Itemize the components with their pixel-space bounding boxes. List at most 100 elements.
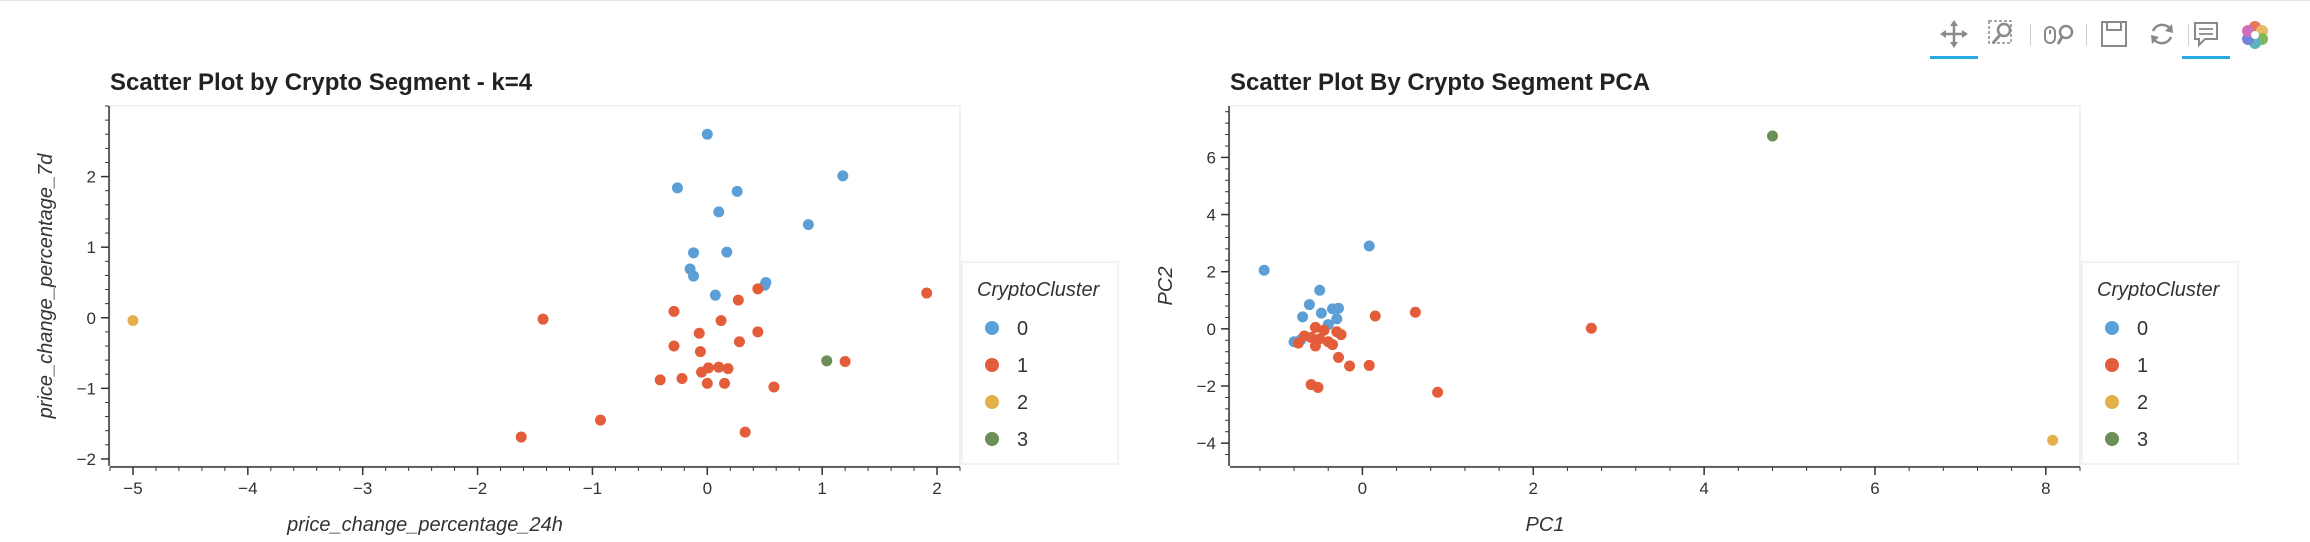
scatter-point-cluster-1[interactable] bbox=[1335, 329, 1347, 341]
scatter-point-cluster-1[interactable] bbox=[713, 361, 725, 373]
x-tick-label: 1 bbox=[817, 479, 826, 498]
scatter-point-cluster-1[interactable] bbox=[768, 381, 780, 393]
x-tick-label: 8 bbox=[2041, 479, 2050, 498]
hover-tool[interactable] bbox=[2182, 12, 2230, 59]
scatter-point-cluster-1[interactable] bbox=[537, 313, 549, 325]
scatter-point-cluster-0[interactable] bbox=[1297, 311, 1309, 323]
scatter-point-cluster-0[interactable] bbox=[671, 182, 683, 194]
legend-swatch bbox=[2105, 395, 2119, 409]
wheel-zoom-tool[interactable] bbox=[2034, 12, 2082, 56]
scatter-point-cluster-0[interactable] bbox=[802, 219, 814, 231]
scatter-point-cluster-3[interactable] bbox=[1766, 130, 1778, 142]
scatter-point-cluster-1[interactable] bbox=[515, 431, 527, 443]
x-tick-label: 0 bbox=[703, 479, 712, 498]
box-zoom-tool[interactable] bbox=[1978, 12, 2026, 56]
scatter-point-cluster-0[interactable] bbox=[1332, 302, 1344, 314]
scatter-point-cluster-0[interactable] bbox=[1258, 264, 1270, 276]
legend-label[interactable]: 2 bbox=[2137, 392, 2148, 414]
scatter-point-cluster-1[interactable] bbox=[732, 294, 744, 306]
y-tick-label: −1 bbox=[77, 379, 96, 398]
scatter-point-cluster-0[interactable] bbox=[1303, 299, 1315, 311]
legend-swatch bbox=[2105, 321, 2119, 335]
bokeh-logo-icon bbox=[2242, 21, 2268, 49]
reset-tool[interactable] bbox=[2138, 12, 2186, 56]
scatter-point-cluster-0[interactable] bbox=[688, 270, 700, 282]
scatter-point-cluster-1[interactable] bbox=[694, 346, 706, 358]
scatter-point-cluster-1[interactable] bbox=[1305, 331, 1317, 343]
legend-label[interactable]: 3 bbox=[2137, 429, 2148, 451]
scatter-point-cluster-0[interactable] bbox=[713, 206, 725, 218]
scatter-point-cluster-1[interactable] bbox=[1327, 339, 1339, 351]
scatter-point-cluster-1[interactable] bbox=[722, 363, 734, 375]
scatter-point-cluster-1[interactable] bbox=[1369, 310, 1381, 322]
scatter-point-cluster-1[interactable] bbox=[668, 340, 680, 352]
scatter-point-cluster-0[interactable] bbox=[837, 170, 849, 182]
scatter-point-cluster-0[interactable] bbox=[688, 247, 700, 259]
legend-label[interactable]: 2 bbox=[1017, 392, 1028, 414]
scatter-point-cluster-1[interactable] bbox=[696, 366, 708, 378]
scatter-point-cluster-1[interactable] bbox=[1432, 386, 1444, 398]
scatter-point-cluster-0[interactable] bbox=[1331, 313, 1343, 325]
scatter-point-cluster-1[interactable] bbox=[719, 377, 731, 389]
save-tool[interactable] bbox=[2090, 12, 2138, 56]
y-axis-label: PC2 bbox=[1155, 267, 1177, 306]
scatter-point-cluster-0[interactable] bbox=[1363, 240, 1375, 252]
bokeh-logo[interactable] bbox=[2230, 12, 2278, 56]
x-tick-label: 4 bbox=[1699, 479, 1708, 498]
scatter-point-cluster-1[interactable] bbox=[1309, 340, 1321, 352]
scatter-point-cluster-1[interactable] bbox=[1363, 359, 1375, 371]
y-tick-label: −2 bbox=[1197, 377, 1216, 396]
scatter-point-cluster-1[interactable] bbox=[739, 426, 751, 438]
scatter-point-cluster-1[interactable] bbox=[1409, 306, 1421, 318]
reset-icon bbox=[2151, 23, 2173, 45]
legend-label[interactable]: 0 bbox=[1017, 318, 1028, 340]
scatter-point-cluster-0[interactable] bbox=[701, 128, 713, 140]
x-tick-label: 2 bbox=[932, 479, 941, 498]
pan-icon bbox=[1940, 20, 1968, 48]
scatter-point-cluster-0[interactable] bbox=[1315, 307, 1327, 319]
x-tick-label: 0 bbox=[1358, 479, 1367, 498]
scatter-point-cluster-1[interactable] bbox=[752, 326, 764, 338]
scatter-point-cluster-1[interactable] bbox=[1344, 360, 1356, 372]
legend: CryptoCluster 0 1 2 3 bbox=[2081, 261, 2239, 465]
y-tick-label: 1 bbox=[87, 238, 96, 257]
scatter-point-cluster-1[interactable] bbox=[668, 305, 680, 317]
scatter-point-cluster-1[interactable] bbox=[676, 372, 688, 384]
scatter-point-cluster-1[interactable] bbox=[921, 287, 933, 299]
scatter-point-cluster-0[interactable] bbox=[731, 185, 743, 197]
scatter-point-cluster-3[interactable] bbox=[821, 355, 833, 367]
legend-label[interactable]: 0 bbox=[2137, 318, 2148, 340]
scatter-point-cluster-1[interactable] bbox=[839, 356, 851, 368]
scatter-point-cluster-1[interactable] bbox=[733, 336, 745, 348]
scatter-point-cluster-1[interactable] bbox=[1585, 322, 1597, 334]
scatter-point-cluster-1[interactable] bbox=[715, 315, 727, 327]
y-tick-label: −4 bbox=[1197, 434, 1216, 453]
scatter-point-cluster-1[interactable] bbox=[654, 374, 666, 386]
scatter-point-cluster-0[interactable] bbox=[1314, 284, 1326, 296]
scatter-point-cluster-1[interactable] bbox=[1292, 337, 1304, 349]
scatter-point-cluster-1[interactable] bbox=[1309, 321, 1321, 333]
legend-label[interactable]: 3 bbox=[1017, 429, 1028, 451]
scatter-point-cluster-1[interactable] bbox=[693, 327, 705, 339]
pan-tool[interactable] bbox=[1930, 12, 1978, 59]
plot-toolbar bbox=[1930, 12, 2270, 60]
legend-title: CryptoCluster bbox=[2097, 279, 2221, 301]
x-tick-label: −2 bbox=[468, 479, 487, 498]
scatter-point-cluster-2[interactable] bbox=[127, 315, 139, 327]
x-tick-label: −4 bbox=[238, 479, 257, 498]
scatter-point-cluster-0[interactable] bbox=[709, 289, 721, 301]
scatter-point-cluster-1[interactable] bbox=[594, 414, 606, 426]
legend-label[interactable]: 1 bbox=[2137, 355, 2148, 377]
scatter-point-cluster-1[interactable] bbox=[1318, 324, 1330, 336]
scatter-point-cluster-2[interactable] bbox=[2047, 434, 2059, 446]
scatter-point-cluster-1[interactable] bbox=[752, 283, 764, 295]
scatter-point-cluster-1[interactable] bbox=[701, 377, 713, 389]
x-tick-label: −1 bbox=[583, 479, 602, 498]
scatter-point-cluster-1[interactable] bbox=[1332, 351, 1344, 363]
y-tick-label: −2 bbox=[77, 450, 96, 469]
chart-1: Scatter Plot By Crypto Segment PCA 0 2 4 6 8 −… bbox=[1155, 69, 2239, 536]
top-border bbox=[0, 0, 2310, 1]
scatter-point-cluster-1[interactable] bbox=[1312, 381, 1324, 393]
scatter-point-cluster-0[interactable] bbox=[721, 246, 733, 258]
legend-label[interactable]: 1 bbox=[1017, 355, 1028, 377]
